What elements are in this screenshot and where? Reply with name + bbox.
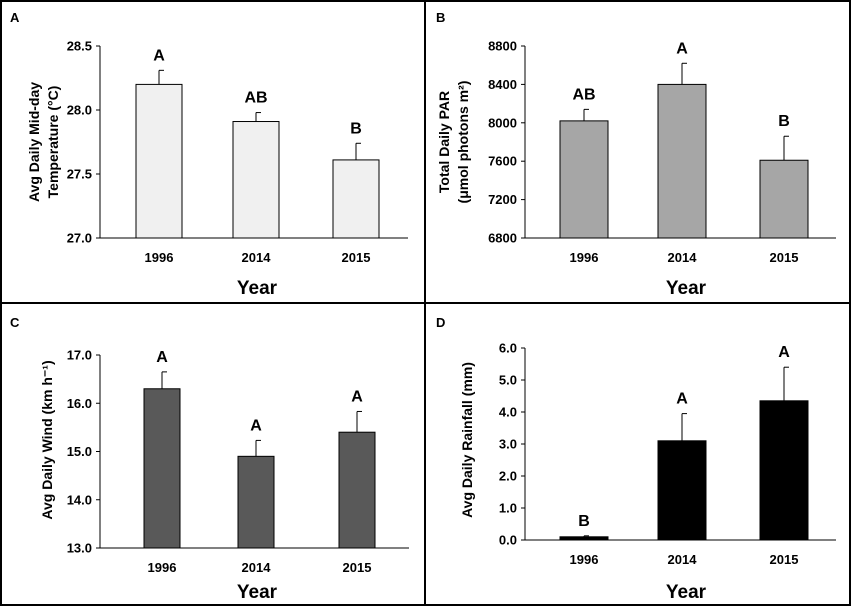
significance-label: A bbox=[250, 417, 262, 434]
bar-1996 bbox=[559, 120, 609, 239]
x-tick-label: 1996 bbox=[570, 250, 599, 265]
x-axis-label: Year bbox=[237, 278, 278, 299]
x-tick-label: 1996 bbox=[570, 552, 599, 567]
y-tick-label: 6.0 bbox=[499, 341, 517, 356]
x-tick-label: 2014 bbox=[242, 250, 272, 265]
significance-label: B bbox=[578, 513, 590, 530]
panel-letter: D bbox=[436, 315, 445, 330]
significance-label: A bbox=[153, 47, 165, 64]
panel-b: B 6800 7200 7600 8000 8400 8800 AB 1996 A 2014 B 201… bbox=[436, 10, 836, 299]
x-tick-label: 2015 bbox=[342, 250, 371, 265]
significance-label: AB bbox=[244, 90, 267, 107]
y-axis-label-line: Avg Daily Wind (km h⁻¹) bbox=[39, 360, 55, 519]
y-tick-label: 27.5 bbox=[67, 167, 92, 182]
significance-label: AB bbox=[572, 86, 595, 103]
x-tick-label: 2014 bbox=[668, 250, 698, 265]
significance-label: A bbox=[676, 391, 688, 408]
y-tick-label: 0.0 bbox=[499, 533, 517, 548]
x-tick-label: 2015 bbox=[770, 250, 799, 265]
y-tick-label: 7600 bbox=[488, 154, 517, 169]
x-axis-label: Year bbox=[666, 582, 707, 603]
bar-2015 bbox=[759, 159, 809, 239]
y-tick-label: 8000 bbox=[488, 115, 517, 130]
y-tick-label: 2.0 bbox=[499, 469, 517, 484]
y-tick-label: 13.0 bbox=[67, 541, 92, 556]
x-tick-label: 2014 bbox=[668, 552, 698, 567]
y-tick-label: 1.0 bbox=[499, 501, 517, 516]
y-tick-label: 8400 bbox=[488, 77, 517, 92]
bar-1996 bbox=[559, 536, 609, 541]
x-tick-label: 2015 bbox=[770, 552, 799, 567]
significance-label: A bbox=[156, 349, 168, 366]
panel-c: C 13.0 14.0 15.0 16.0 17.0 A 1996 A 2014 A 2015 Year… bbox=[10, 315, 409, 603]
significance-label: B bbox=[350, 120, 362, 137]
bar-2014 bbox=[237, 455, 275, 549]
bar-2014 bbox=[657, 83, 707, 239]
panel-letter: A bbox=[10, 10, 20, 25]
panel-letter: C bbox=[10, 315, 20, 330]
y-tick-label: 27.0 bbox=[67, 231, 92, 246]
x-axis-label: Year bbox=[666, 278, 707, 299]
y-tick-label: 5.0 bbox=[499, 373, 517, 388]
y-tick-label: 4.0 bbox=[499, 405, 517, 420]
x-tick-label: 1996 bbox=[145, 250, 174, 265]
y-axis-label-line: (μmol photons m²) bbox=[455, 81, 471, 204]
x-tick-label: 2015 bbox=[343, 560, 372, 575]
x-tick-label: 1996 bbox=[148, 560, 177, 575]
panel-d: D 0.0 1.0 2.0 3.0 4.0 5.0 6.0 B 1996 A 2014 A 2015 Yea… bbox=[436, 315, 836, 603]
y-tick-label: 28.5 bbox=[67, 39, 92, 54]
y-tick-label: 6800 bbox=[488, 231, 517, 246]
bar-2015 bbox=[338, 431, 376, 549]
y-tick-label: 28.0 bbox=[67, 103, 92, 118]
bar-2014 bbox=[657, 440, 707, 541]
panel-a: A 27.0 27.5 28.0 28.5 A 1996 AB 2014 B 2015 Year Avg… bbox=[10, 10, 408, 299]
significance-label: A bbox=[676, 40, 688, 57]
y-axis-label-line: Temperature (°C) bbox=[45, 86, 61, 199]
y-tick-label: 17.0 bbox=[67, 348, 92, 363]
significance-label: A bbox=[778, 344, 790, 361]
y-tick-label: 16.0 bbox=[67, 396, 92, 411]
y-tick-label: 8800 bbox=[488, 39, 517, 54]
y-axis-label: Avg Daily Mid-day Temperature (°C) bbox=[26, 82, 61, 202]
bar-1996 bbox=[135, 83, 183, 239]
y-tick-label: 7200 bbox=[488, 192, 517, 207]
bar-2015 bbox=[759, 400, 809, 541]
x-axis-label: Year bbox=[237, 582, 278, 603]
y-axis-label-line: Total Daily PAR bbox=[436, 91, 452, 193]
y-axis-label: Total Daily PAR (μmol photons m²) bbox=[436, 81, 471, 204]
y-axis-label: Avg Daily Rainfall (mm) bbox=[459, 362, 475, 518]
y-axis-label: Avg Daily Wind (km h⁻¹) bbox=[39, 360, 55, 519]
x-tick-label: 2014 bbox=[242, 560, 272, 575]
y-axis-label-line: Avg Daily Rainfall (mm) bbox=[459, 362, 475, 518]
y-tick-label: 3.0 bbox=[499, 437, 517, 452]
bar-1996 bbox=[143, 388, 181, 549]
significance-label: A bbox=[351, 388, 363, 405]
significance-label: B bbox=[778, 113, 790, 130]
y-tick-label: 15.0 bbox=[67, 444, 92, 459]
y-axis-label-line: Avg Daily Mid-day bbox=[26, 82, 42, 202]
bar-2014 bbox=[232, 121, 280, 239]
y-tick-label: 14.0 bbox=[67, 492, 92, 507]
bar-2015 bbox=[332, 159, 380, 239]
panel-letter: B bbox=[436, 10, 445, 25]
